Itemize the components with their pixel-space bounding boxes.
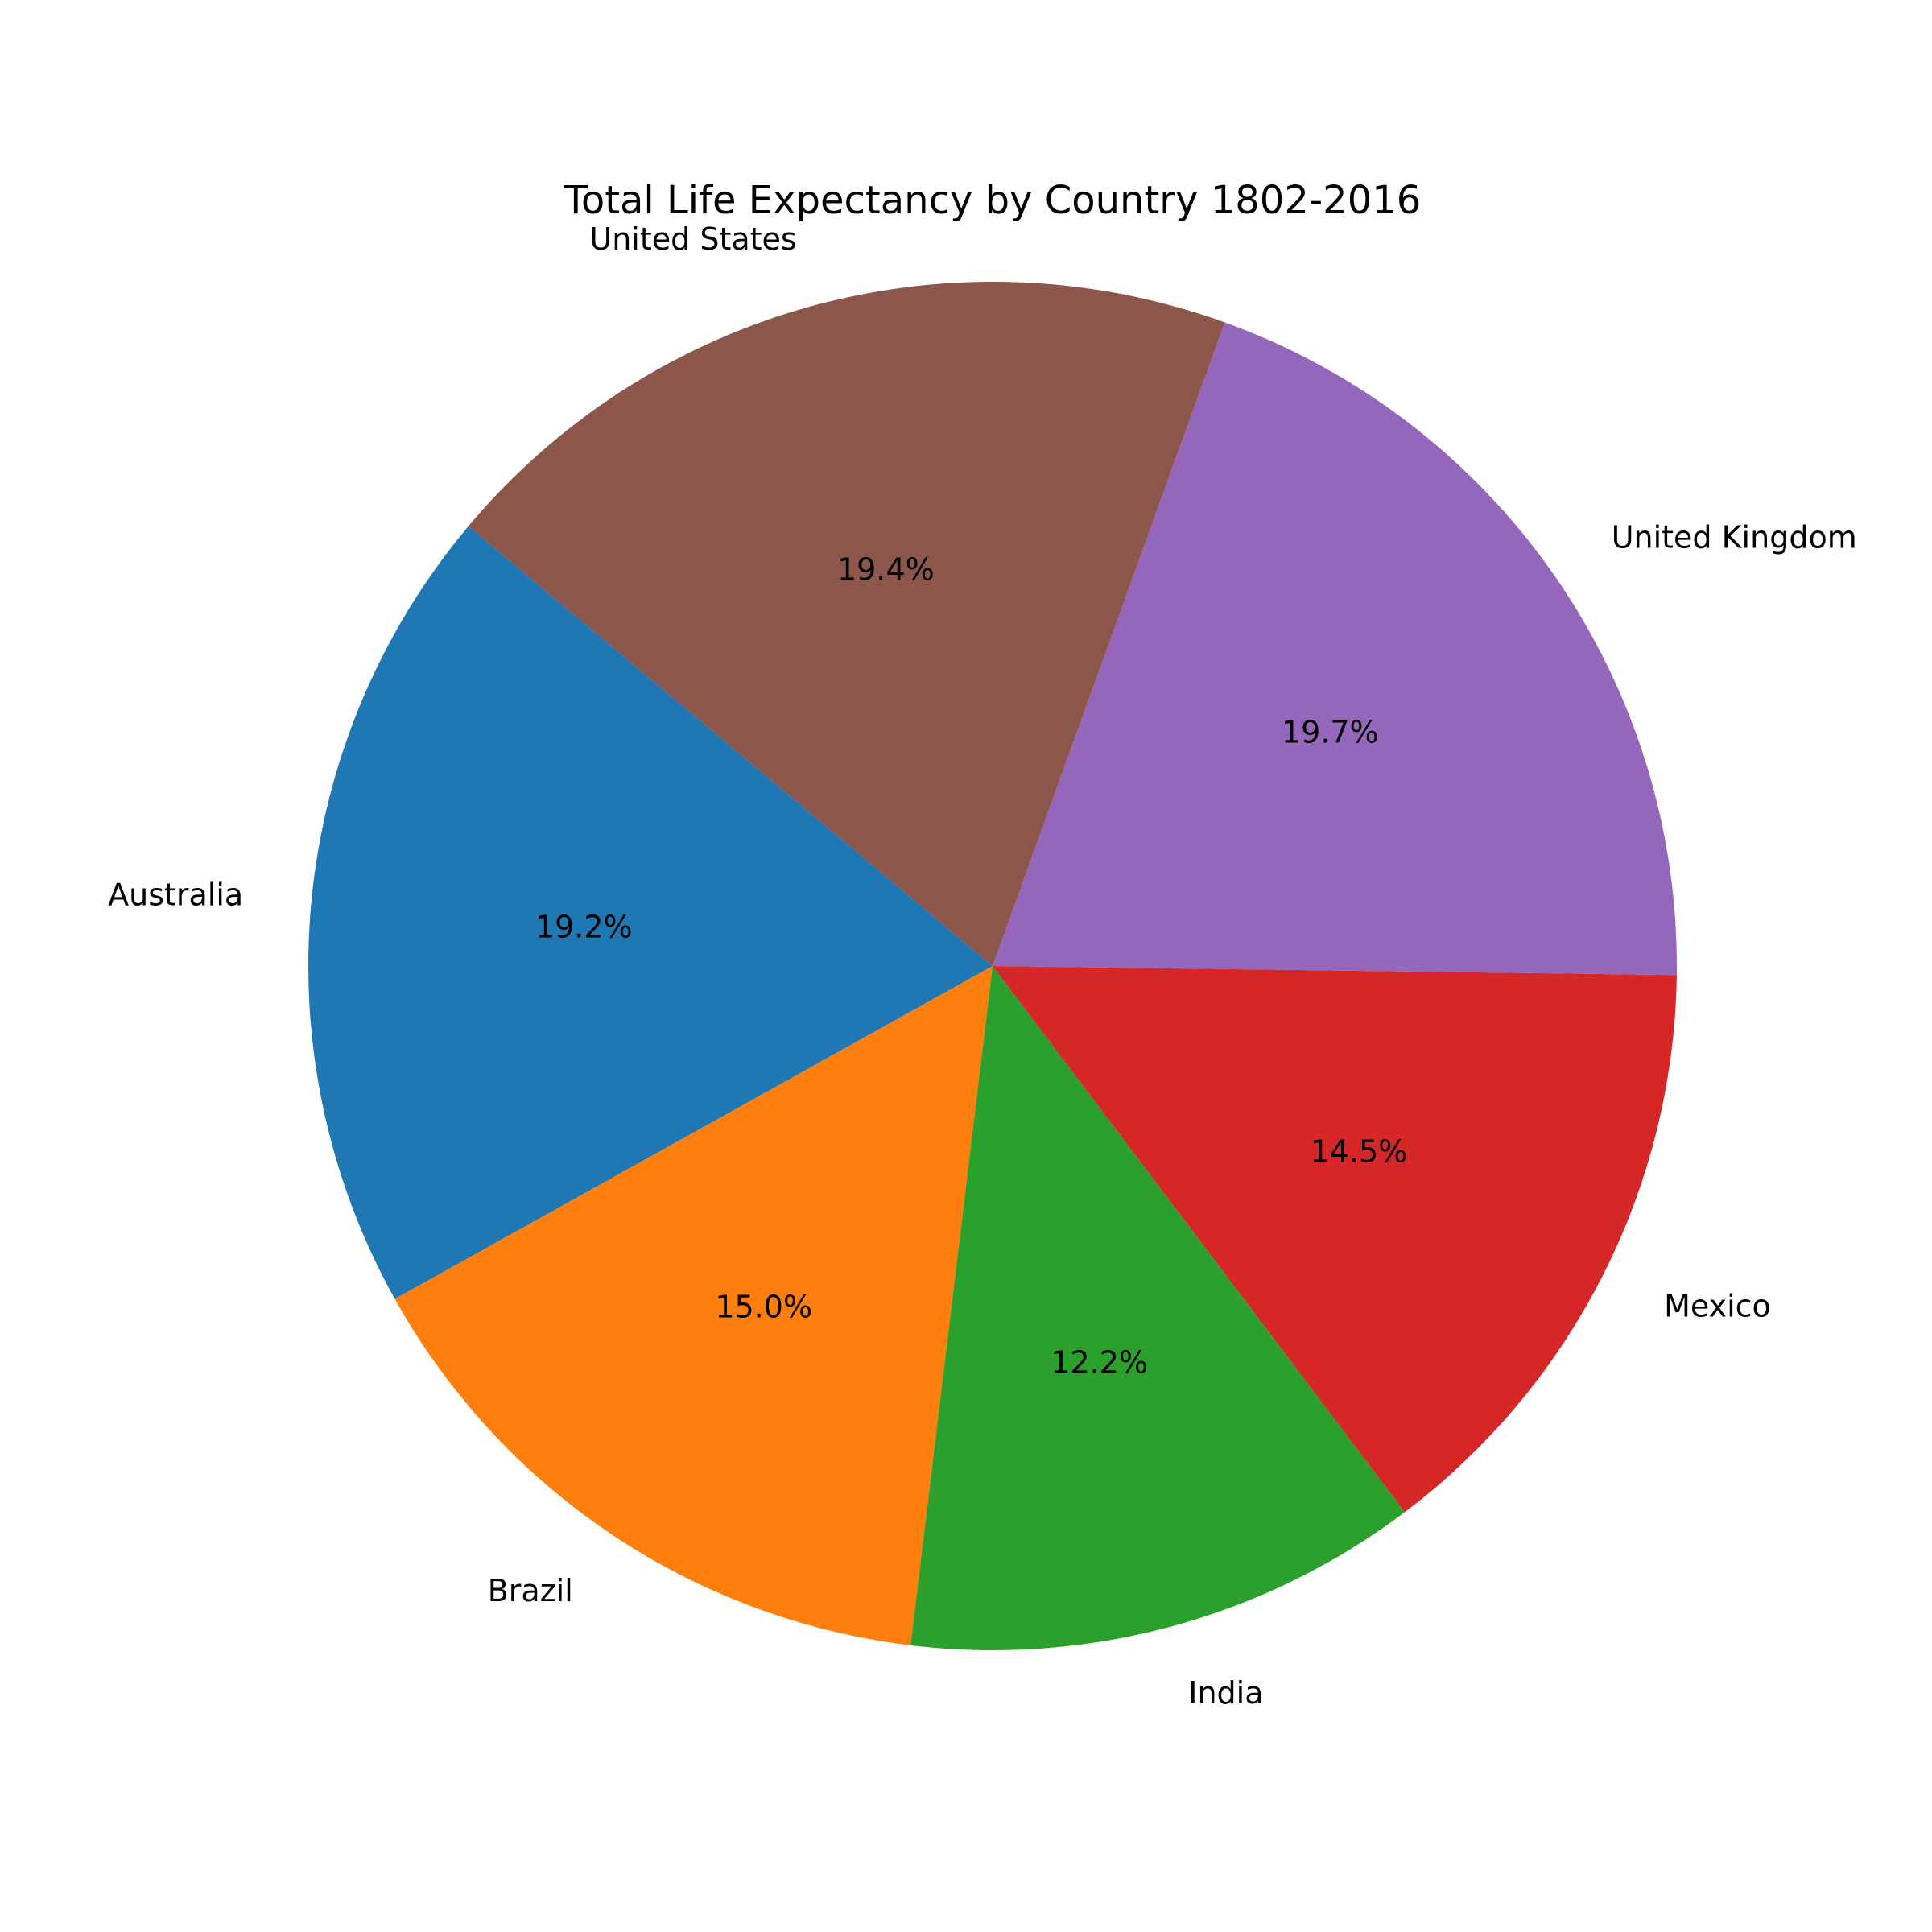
pie-slices (308, 282, 1678, 1650)
slice-united-kingdom (993, 322, 1678, 976)
slice-percent-united-states: 19.4% (837, 552, 935, 588)
slice-label-mexico: Mexico (1664, 1288, 1771, 1323)
slice-label-united-kingdom: United Kingdom (1612, 520, 1857, 555)
slice-brazil (394, 966, 993, 1645)
slice-label-united-states: United States (589, 221, 796, 257)
slice-label-brazil: Brazil (488, 1573, 573, 1608)
slice-india (910, 966, 1406, 1650)
slice-percent-mexico: 14.5% (1311, 1133, 1408, 1169)
slice-australia (308, 526, 993, 1299)
slice-percent-united-kingdom: 19.7% (1282, 715, 1379, 750)
slice-percent-brazil: 15.0% (715, 1289, 812, 1324)
slice-mexico (993, 966, 1677, 1513)
slice-percent-india: 12.2% (1051, 1344, 1148, 1380)
slice-label-australia: Australia (108, 877, 243, 912)
slice-label-india: India (1188, 1675, 1263, 1711)
slice-percent-australia: 19.2% (535, 910, 633, 945)
pie-labels: Australia 19.2% Brazil 15.0% India 12.2% Mexic… (108, 221, 1857, 1711)
chart-title: Total Life Expectancy by Country 1802-20… (564, 178, 1422, 223)
slice-united-states (468, 282, 1225, 966)
